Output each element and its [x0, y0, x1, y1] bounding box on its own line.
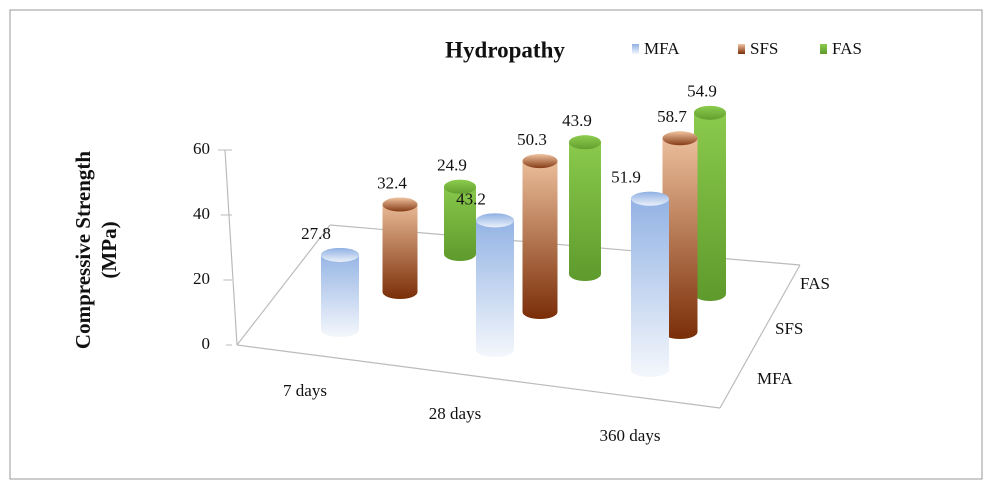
bar-top	[569, 135, 601, 150]
legend-swatch	[820, 44, 827, 54]
data-label: 54.9	[687, 82, 717, 101]
bar	[476, 213, 514, 357]
y-tick-label: 20	[193, 269, 210, 288]
data-label: 43.9	[562, 111, 592, 130]
y-axis-label: Compressive Strength (MPa)	[71, 151, 121, 349]
legend-label: FAS	[832, 39, 862, 58]
x-tick-label: 7 days	[283, 381, 327, 400]
depth-tick-label: FAS	[800, 274, 830, 293]
x-tick-label: 360 days	[600, 426, 661, 445]
bar	[569, 135, 601, 281]
bar-top	[321, 247, 359, 262]
data-label: 27.8	[301, 224, 331, 243]
y-axis-label-line: Compressive Strength	[71, 151, 95, 349]
legend-label: MFA	[644, 39, 680, 58]
data-label: 50.3	[517, 130, 547, 149]
y-tick-label: 60	[193, 139, 210, 158]
data-label: 58.7	[657, 107, 687, 126]
y-tick-label: 40	[193, 204, 210, 223]
x-tick-label: 28 days	[429, 404, 481, 423]
data-label: 32.4	[377, 173, 407, 192]
depth-tick-label: MFA	[757, 369, 793, 388]
legend-swatch	[738, 44, 745, 54]
bar	[382, 197, 418, 299]
bar	[694, 105, 726, 301]
bar-top	[662, 131, 698, 146]
bar-top	[694, 105, 726, 120]
bar-top	[382, 197, 418, 212]
legend-label: SFS	[750, 39, 778, 58]
bar-top	[631, 191, 669, 206]
bar-top	[522, 154, 558, 169]
bar	[321, 247, 359, 337]
data-label: 51.9	[611, 168, 641, 187]
bar	[444, 179, 476, 261]
bar-top	[476, 213, 514, 228]
depth-tick-label: SFS	[775, 319, 803, 338]
y-tick-label: 0	[202, 334, 211, 353]
legend-swatch	[632, 44, 639, 54]
y-axis-label-line: (MPa)	[97, 221, 121, 278]
data-label: 43.2	[456, 189, 486, 208]
bar	[662, 131, 698, 339]
data-label: 24.9	[437, 156, 467, 175]
bar-top	[444, 179, 476, 194]
chart-title: Hydropathy	[445, 37, 565, 62]
bar	[522, 154, 558, 319]
bar	[631, 191, 669, 377]
